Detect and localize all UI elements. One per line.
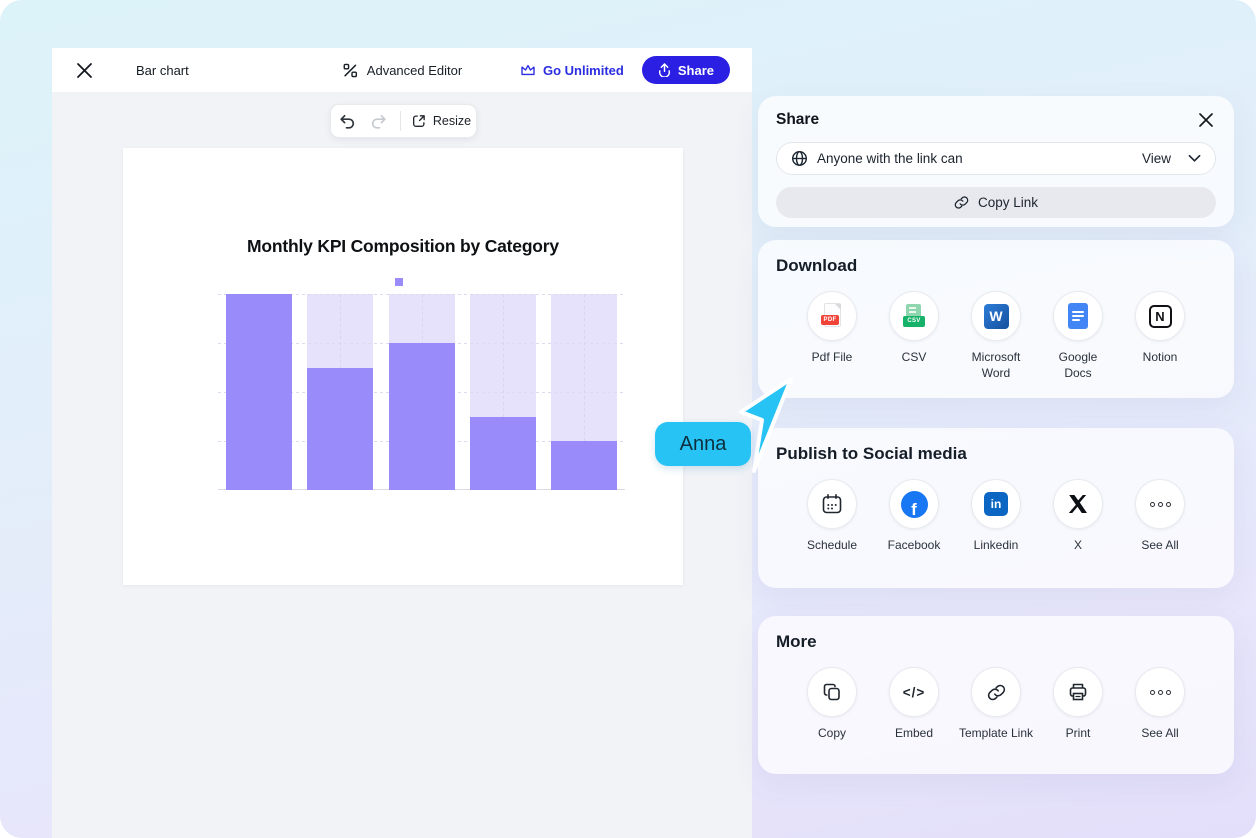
copy-icon xyxy=(823,683,840,701)
more-panel-title: More xyxy=(776,632,817,651)
undo-icon xyxy=(340,114,355,129)
advanced-editor-label: Advanced Editor xyxy=(366,62,463,78)
upload-share-icon xyxy=(658,63,670,77)
csv-file-icon: CSV xyxy=(902,303,926,329)
go-unlimited-label: Go Unlimited xyxy=(542,62,624,78)
share-button[interactable]: Share xyxy=(641,56,730,84)
download-google-docs-button[interactable]: Google Docs xyxy=(1038,291,1118,381)
publish-x-button[interactable]: X xyxy=(1038,479,1118,554)
publish-panel: Publish to Social media Schedule f Faceb… xyxy=(758,428,1234,588)
more-panel: More Copy </> Embed xyxy=(758,616,1234,774)
download-word-button[interactable]: W Microsoft Word xyxy=(956,291,1036,381)
publish-facebook-button[interactable]: f Facebook xyxy=(874,479,954,554)
close-icon xyxy=(1199,113,1213,127)
redo-icon xyxy=(371,114,386,129)
resize-button[interactable]: Resize xyxy=(411,113,471,129)
bar xyxy=(226,294,292,490)
pdf-file-icon: PDF xyxy=(821,303,843,329)
link-icon xyxy=(954,196,969,209)
more-template-link-button[interactable]: Template Link xyxy=(956,667,1036,742)
toolbar-divider xyxy=(399,111,401,131)
facebook-icon: f xyxy=(900,490,928,518)
linkedin-icon: in xyxy=(984,492,1008,516)
permission-value: View xyxy=(1141,151,1171,166)
close-icon xyxy=(76,62,92,78)
chart-legend-marker xyxy=(395,278,403,286)
publish-see-all-button[interactable]: See All xyxy=(1120,479,1200,554)
notion-icon: N xyxy=(1148,304,1172,328)
embed-code-icon: </> xyxy=(902,684,926,700)
more-see-all-button[interactable]: See All xyxy=(1120,667,1200,742)
download-csv-button[interactable]: CSV CSV xyxy=(874,291,954,381)
bar-slot xyxy=(307,294,374,490)
undo-button[interactable] xyxy=(336,110,358,132)
download-pdf-button[interactable]: PDF Pdf File xyxy=(792,291,872,381)
download-panel-title: Download xyxy=(776,256,858,275)
x-icon xyxy=(1068,495,1087,513)
bar xyxy=(551,441,617,490)
go-unlimited-button[interactable]: Go Unlimited xyxy=(520,63,624,78)
copy-link-label: Copy Link xyxy=(977,195,1039,210)
collaborator-name-badge: Anna xyxy=(655,422,751,466)
publish-linkedin-button[interactable]: in Linkedin xyxy=(956,479,1036,554)
share-button-label: Share xyxy=(677,62,714,78)
canvas-toolbar: Resize xyxy=(330,104,477,138)
copy-link-button[interactable]: Copy Link xyxy=(776,187,1216,218)
link-permission-text: Anyone with the link can xyxy=(817,151,963,166)
editor-window: Bar chart Advanced Editor Go Unlimited xyxy=(52,48,752,838)
redo-button[interactable] xyxy=(368,110,390,132)
topbar-right-group: Go Unlimited Share xyxy=(520,56,730,84)
cursor-arrow-icon xyxy=(739,377,793,473)
bar xyxy=(469,417,536,490)
advanced-editor-button[interactable]: Advanced Editor xyxy=(342,48,462,92)
publish-schedule-button[interactable]: Schedule xyxy=(792,479,872,554)
see-all-dots-icon xyxy=(1149,689,1171,695)
more-print-button[interactable]: Print xyxy=(1038,667,1118,742)
chart-canvas-page[interactable]: Monthly KPI Composition by Category xyxy=(123,148,683,585)
more-copy-button[interactable]: Copy xyxy=(792,667,872,742)
share-panel-title: Share xyxy=(776,111,820,128)
link-permission-dropdown[interactable]: Anyone with the link can View xyxy=(776,142,1216,175)
print-icon xyxy=(1069,683,1087,701)
schedule-calendar-icon xyxy=(822,494,842,514)
see-all-dots-icon xyxy=(1149,501,1171,507)
bar xyxy=(388,343,455,490)
chevron-down-icon xyxy=(1188,154,1201,162)
google-docs-icon xyxy=(1068,303,1088,329)
publish-panel-title: Publish to Social media xyxy=(776,444,967,463)
bar xyxy=(307,368,374,490)
close-editor-button[interactable] xyxy=(74,60,94,80)
pen-tool-icon xyxy=(343,63,358,77)
resize-label: Resize xyxy=(432,114,472,128)
download-panel: Download PDF Pdf File CSV CSV W xyxy=(758,240,1234,398)
microsoft-word-icon: W xyxy=(983,303,1009,329)
download-notion-button[interactable]: N Notion xyxy=(1120,291,1200,381)
bar-slot xyxy=(226,294,292,490)
chart-title: Monthly KPI Composition by Category xyxy=(247,236,559,256)
chart-plot xyxy=(218,294,625,490)
more-embed-button[interactable]: </> Embed xyxy=(874,667,954,742)
close-share-panel-button[interactable] xyxy=(1196,110,1216,130)
editor-topbar: Bar chart Advanced Editor Go Unlimited xyxy=(52,48,752,92)
globe-icon xyxy=(791,150,808,167)
template-link-icon xyxy=(987,684,1005,700)
crown-icon xyxy=(521,64,535,76)
resize-icon xyxy=(412,115,425,127)
document-title: Bar chart xyxy=(136,62,189,78)
share-panel: Share Anyone with the link can View xyxy=(758,96,1234,227)
